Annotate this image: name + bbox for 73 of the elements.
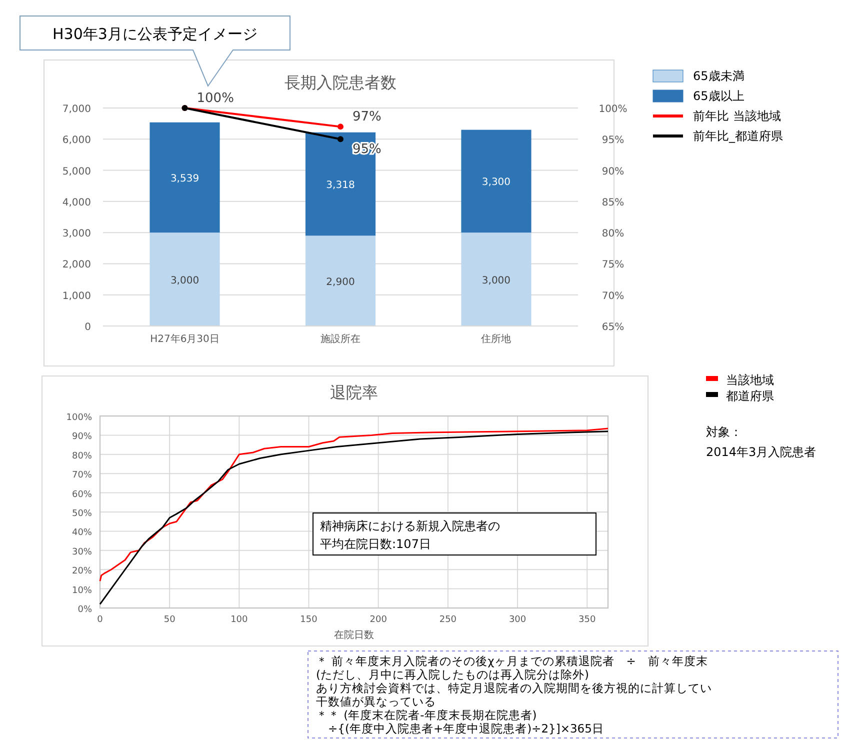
data-label: 3,000 <box>482 275 511 286</box>
bar <box>150 122 220 233</box>
y-tick-label: 70% <box>72 470 92 481</box>
y-tick-label: 20% <box>72 566 92 577</box>
y-tick-label: 0 <box>84 322 91 333</box>
y-tick-label: 6,000 <box>62 135 91 146</box>
chart-title: 退院率 <box>330 383 378 402</box>
legend-label: 当該地域 <box>726 373 774 387</box>
y-tick-label: 80% <box>72 451 92 462</box>
y2-tick-label: 80% <box>602 228 624 240</box>
y-tick-label: 7,000 <box>62 104 91 115</box>
annotation: 精神病床における新規入院患者の <box>320 519 500 533</box>
x-tick-label: 住所地 <box>481 333 512 345</box>
y-tick-label: 100% <box>66 413 92 423</box>
text: ÷{(年度中入院患者+年度中退院患者)÷2}]×365日 <box>316 722 604 736</box>
text: (ただし、月中に再入院したものは再入院分は除外) <box>316 668 589 682</box>
point <box>338 136 344 142</box>
x-tick-label: 100 <box>230 615 248 625</box>
x-tick-label: 150 <box>300 615 318 625</box>
y-tick-label: 2,000 <box>62 260 91 271</box>
y2-tick-label: 65% <box>602 322 624 333</box>
y2-tick-label: 75% <box>602 260 624 271</box>
y2-tick-label: 100% <box>598 104 628 115</box>
text: あり方検討会資料では、特定月退院者の入院期間を後方視的に計算してい <box>316 681 712 695</box>
data-label: 3,000 <box>170 275 200 286</box>
chart-title: 長期入院患者数 <box>284 73 396 92</box>
bar <box>461 130 532 233</box>
y-tick-label: 50% <box>72 509 92 519</box>
y-tick-label: 3,000 <box>62 228 91 240</box>
text: 2014年3月入院患者 <box>706 445 816 459</box>
y-tick-label: 1,000 <box>62 290 91 302</box>
legend-label: 前年比 当該地域 <box>693 109 781 123</box>
y-tick-label: 40% <box>72 528 92 538</box>
data-label: 3,539 <box>170 173 200 184</box>
y-tick-label: 4,000 <box>62 197 91 208</box>
y-tick-label: 90% <box>72 432 92 442</box>
y-tick-label: 10% <box>72 586 92 596</box>
bar <box>150 232 220 326</box>
x-tick-label: 施設所在 <box>320 333 360 345</box>
y-tick-label: 30% <box>72 547 92 558</box>
x-tick-label: 350 <box>578 615 596 625</box>
annotation: 平均在院日数:107日 <box>320 537 431 551</box>
text: ＊ 前々年度末月入院者のその後χヶ月までの累積退院者 ÷ 前々年度末 <box>316 654 708 668</box>
x-tick-label: 50 <box>164 615 176 625</box>
y-tick-label: 60% <box>72 490 92 500</box>
text: H30年3月に公表予定イメージ <box>52 25 258 43</box>
legend-label: 65歳以上 <box>693 89 744 103</box>
y2-tick-label: 70% <box>602 290 624 302</box>
data-label: 97% <box>352 110 382 125</box>
x-axis-title: 在院日数 <box>334 629 374 641</box>
x-tick-label: 300 <box>508 615 526 625</box>
y2-tick-label: 85% <box>602 197 624 208</box>
data-label: 3,318 <box>326 180 355 192</box>
point <box>338 124 344 130</box>
legend-label: 前年比_都道府県 <box>693 129 783 143</box>
y-tick-label: 5,000 <box>62 166 91 178</box>
data-label: 100% <box>196 91 234 106</box>
x-tick-label: H27年6月30日 <box>150 333 220 345</box>
text: 対象： <box>706 425 742 439</box>
y-tick-label: 0% <box>78 605 92 615</box>
y2-tick-label: 90% <box>602 166 624 178</box>
text: ＊＊ (年度末在院者-年度末長期在院患者) <box>316 708 537 722</box>
text: 干数値が異なっている <box>316 694 436 708</box>
bar <box>305 236 376 326</box>
data-label: 3,300 <box>482 177 511 188</box>
legend-label: 都道府県 <box>726 389 774 403</box>
y2-tick-label: 95% <box>602 135 624 146</box>
legend-label: 65歳未満 <box>693 69 744 83</box>
x-tick-label: 200 <box>370 615 388 625</box>
bar <box>461 232 532 326</box>
x-tick-label: 250 <box>439 615 457 625</box>
data-label: 2,900 <box>326 276 355 288</box>
x-tick-label: 0 <box>97 615 104 625</box>
